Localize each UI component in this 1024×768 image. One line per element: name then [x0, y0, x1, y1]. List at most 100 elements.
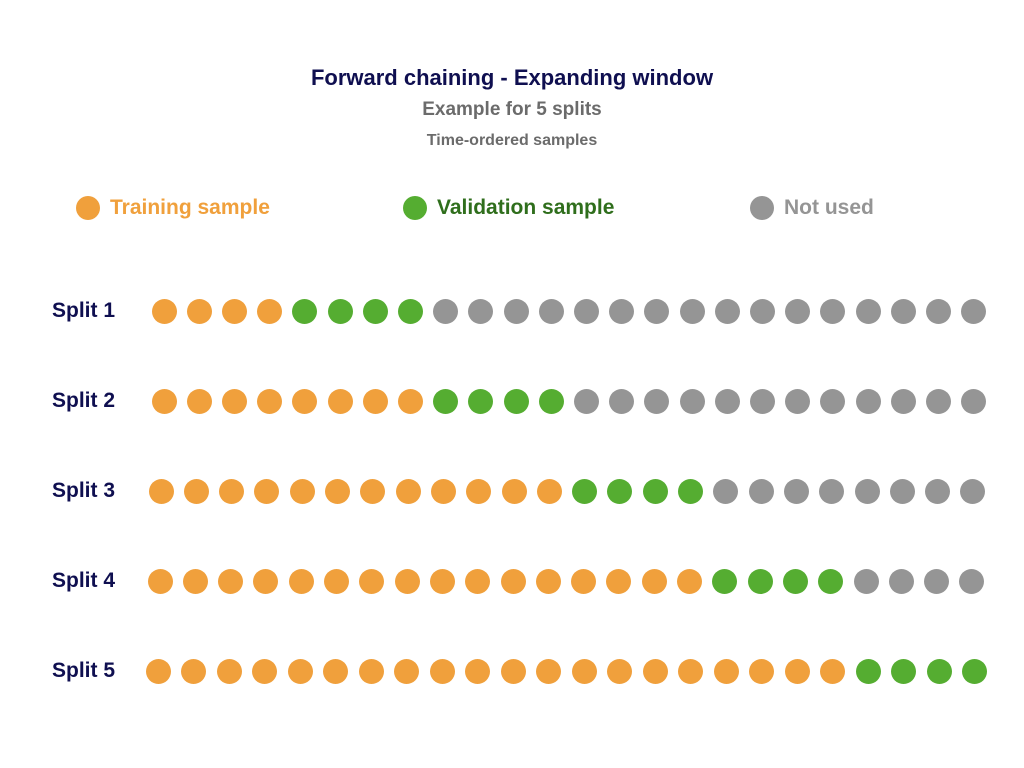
not-used-sample-dot — [888, 568, 914, 594]
training-sample-dot — [500, 658, 526, 684]
validation-sample-dot — [678, 478, 703, 504]
not-used-sample-dot — [820, 388, 846, 414]
validation-sample-dot — [855, 658, 881, 684]
validation-sample-dot — [926, 658, 952, 684]
not-used-sample-dot — [855, 298, 881, 324]
training-sample-dot — [327, 388, 353, 414]
validation-sample-dot — [712, 568, 738, 594]
training-sample-dot — [713, 658, 739, 684]
legend-label-not-used: Not used — [784, 196, 874, 219]
training-sample-dot — [500, 568, 526, 594]
training-sample-dot — [183, 478, 209, 504]
training-sample-dot — [749, 658, 774, 684]
training-sample-dot — [606, 568, 632, 594]
training-sample-dot — [216, 658, 242, 684]
training-sample-dot — [536, 658, 561, 684]
not-used-sample-dot — [854, 478, 880, 504]
validation-sample-dot — [397, 298, 423, 324]
not-used-sample-dot — [503, 298, 529, 324]
training-sample-dot — [678, 658, 703, 684]
training-sample-dot — [358, 658, 384, 684]
legend-item-validation: Validation sample — [403, 194, 614, 222]
training-sample-dot — [571, 568, 597, 594]
training-sample-dot — [221, 388, 247, 414]
training-sample-dot — [536, 478, 562, 504]
training-sample-dot — [501, 478, 527, 504]
not-used-sample-dot — [961, 388, 987, 414]
training-sample-dot — [253, 568, 279, 594]
legend-label-training: Training sample — [110, 196, 270, 219]
training-sample-dot — [324, 568, 349, 594]
not-used-sample-dot — [925, 388, 951, 414]
validation-sample-dot — [327, 298, 353, 324]
training-sample-dot — [820, 658, 845, 684]
validation-sample-dot — [818, 568, 844, 594]
training-sample-dot — [394, 568, 420, 594]
training-sample-dot — [397, 388, 423, 414]
validation-sample-dot — [891, 658, 916, 684]
not-used-sample-dot — [785, 298, 811, 324]
training-sample-dot — [394, 658, 419, 684]
training-sample-dot — [362, 388, 388, 414]
training-sample-dot — [182, 568, 208, 594]
training-sample-dot — [677, 568, 702, 594]
orange-circle-icon — [76, 196, 100, 220]
training-sample-dot — [289, 478, 315, 504]
not-used-sample-dot — [959, 568, 985, 594]
gray-circle-icon — [750, 196, 774, 220]
legend-label-validation: Validation sample — [437, 196, 615, 219]
validation-sample-dot — [747, 568, 773, 594]
validation-sample-dot — [782, 568, 808, 594]
split-label: Split 4 — [52, 569, 116, 592]
training-sample-dot — [642, 658, 668, 684]
not-used-sample-dot — [925, 478, 951, 504]
not-used-sample-dot — [890, 298, 916, 324]
not-used-sample-dot — [644, 388, 670, 414]
training-sample-dot — [641, 568, 667, 594]
not-used-sample-dot — [961, 298, 987, 324]
not-used-sample-dot — [820, 298, 846, 324]
not-used-sample-dot — [573, 388, 599, 414]
training-sample-dot — [429, 658, 455, 684]
training-sample-dot — [181, 658, 206, 684]
validation-sample-dot — [538, 388, 564, 414]
not-used-sample-dot — [609, 298, 635, 324]
not-used-sample-dot — [538, 298, 564, 324]
training-sample-dot — [325, 478, 350, 504]
not-used-sample-dot — [924, 568, 950, 594]
green-circle-icon — [403, 196, 427, 220]
not-used-sample-dot — [714, 298, 740, 324]
training-sample-dot — [395, 478, 421, 504]
training-sample-dot — [145, 658, 171, 684]
training-sample-dot — [252, 658, 277, 684]
validation-sample-dot — [292, 298, 318, 324]
training-sample-dot — [571, 658, 597, 684]
not-used-sample-dot — [749, 388, 775, 414]
training-sample-dot — [257, 298, 283, 324]
training-sample-dot — [148, 478, 174, 504]
legend-item-not-used: Not used — [750, 194, 874, 222]
training-sample-dot — [323, 658, 348, 684]
training-sample-dot — [221, 298, 247, 324]
split-label: Split 1 — [52, 299, 116, 322]
not-used-sample-dot — [925, 298, 951, 324]
not-used-sample-dot — [785, 388, 811, 414]
validation-sample-dot — [433, 388, 459, 414]
validation-sample-dot — [468, 388, 494, 414]
not-used-sample-dot — [468, 298, 494, 324]
split-label: Split 3 — [52, 479, 116, 502]
not-used-sample-dot — [960, 478, 986, 504]
diagram-subtitle: Example for 5 splits — [422, 99, 602, 120]
training-sample-dot — [535, 568, 561, 594]
training-sample-dot — [784, 658, 810, 684]
split-label: Split 2 — [52, 389, 116, 412]
not-used-sample-dot — [714, 388, 740, 414]
training-sample-dot — [151, 388, 177, 414]
training-sample-dot — [430, 478, 456, 504]
split-label: Split 5 — [52, 659, 116, 682]
diagram-title: Forward chaining - Expanding window — [310, 65, 714, 90]
not-used-sample-dot — [890, 388, 916, 414]
not-used-sample-dot — [713, 478, 739, 504]
not-used-sample-dot — [679, 388, 705, 414]
